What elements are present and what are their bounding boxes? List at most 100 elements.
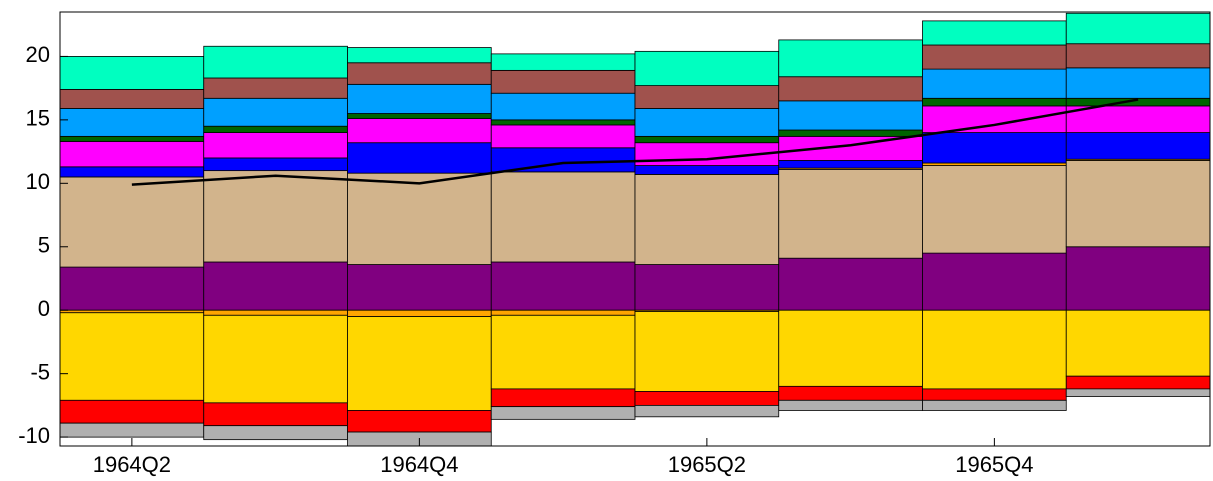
bar-segment [490,119,636,126]
bar-segment [778,399,923,411]
bar-segment [59,399,205,424]
bar-segment [490,309,636,316]
bar-segment [203,170,348,263]
bar-segment [59,176,205,268]
bar-segment [59,108,205,137]
x-tick-label: 1965Q4 [955,452,1033,477]
bar-segment [1065,67,1211,99]
bar-segment [634,174,780,265]
bar-segment [778,385,923,401]
bar-segment [203,309,348,316]
bar-segment [922,68,1067,99]
line [131,98,1139,186]
bar-segment [778,168,923,259]
bar-segment [347,309,492,317]
bar-segment [347,264,492,311]
bar-segment [922,44,1067,70]
bar-segment [778,257,923,311]
bar-segment [778,135,923,161]
bar-segment [59,166,205,178]
bar-segment [347,113,492,119]
bar-segment [922,132,1067,164]
bar-segment [778,39,923,78]
bar-segment [1065,309,1211,377]
bar-segment [490,53,636,71]
bar-segment [203,132,348,159]
bar-segment [59,89,205,109]
bar-segment [634,311,780,392]
bar-segment [490,92,636,121]
y-tick-label: 5 [38,233,50,258]
bar-segment [634,108,780,137]
bar-segment [347,410,492,433]
bar-segment [203,77,348,99]
bar-segment [922,105,1067,133]
bar-segment [347,142,492,174]
bar-segment [347,83,492,114]
bar-segment [778,76,923,102]
bar-segment [59,141,205,168]
bar-segment [59,312,205,401]
bar-segment [778,100,923,131]
y-tick-label: 15 [26,106,50,131]
bar-segment [490,388,636,408]
x-tick-label: 1964Q4 [380,452,458,477]
bar-segment [922,309,1067,390]
bar-segment [1065,388,1211,397]
x-tick-label: 1964Q2 [93,452,171,477]
y-tick-label: 0 [38,296,50,321]
bar-segment [490,406,636,420]
bar-segment [490,124,636,149]
bar-segment [634,165,780,175]
bar-segment [347,118,492,144]
bar-segment [203,125,348,133]
bar-segment [490,261,636,311]
bar-segment [634,50,780,87]
bar-segment [59,135,205,142]
y-tick-label: 10 [26,169,50,194]
bar-segment [203,157,348,172]
bar-segment [203,402,348,427]
bar-segment [347,172,492,265]
bar-segment [1065,43,1211,69]
bar-segment [59,422,205,438]
bar-segment [490,69,636,94]
bar-segment [203,45,348,79]
bar-segment [634,264,780,311]
bar-segment [1065,105,1211,133]
bar-segment [1065,97,1211,107]
bar-segment [203,425,348,441]
bar-segment [1065,12,1211,45]
bar-segment [347,316,492,411]
y-tick-label: -10 [18,423,50,448]
bar-segment [778,129,923,137]
x-tick-label: 1965Q2 [668,452,746,477]
bar-segment [922,165,1067,254]
bar-segment [778,160,923,169]
bar-segment [1065,132,1211,160]
plot-frame [59,11,1211,447]
bar-segment [922,388,1067,401]
bar-segment [922,20,1067,46]
bar-segment [347,47,492,64]
bar-segment [203,261,348,311]
bar-segment [922,399,1067,411]
bar-segment [1065,375,1211,390]
bar-segment [490,314,636,390]
bar-segment [59,266,205,311]
bar-segment [922,97,1067,107]
bar-segment [490,171,636,263]
bar-segment [59,56,205,90]
y-tick-label: 20 [26,42,50,67]
bar-segment [634,391,780,406]
bar-segment [203,314,348,404]
bar-segment [778,309,923,387]
bar-segment [203,97,348,127]
bar-segment [922,252,1067,311]
bar-segment [634,135,780,144]
y-tick-label: -5 [30,359,50,384]
bar-segment [634,85,780,109]
bar-segment [634,404,780,418]
bar-segment [347,62,492,85]
